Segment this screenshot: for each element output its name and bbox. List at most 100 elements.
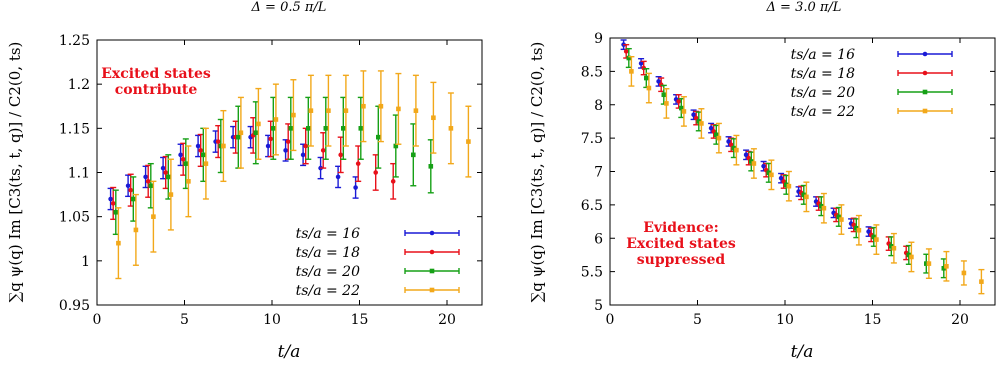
data-point — [396, 106, 401, 112]
x-tick-label: 0 — [93, 312, 102, 328]
data-point — [676, 99, 681, 104]
data-point — [743, 152, 749, 158]
data-point — [644, 75, 649, 81]
panel-left-annotation: Excited states contribute — [101, 66, 211, 98]
data-point — [413, 108, 419, 113]
panel-right-y-ticks: 5 5.5 6 6.5 7 7.5 8 8.5 9 — [581, 31, 995, 314]
annotation-line-3: suppressed — [637, 252, 726, 268]
x-tick-label: 5 — [180, 312, 189, 328]
data-point — [238, 130, 244, 136]
series-3 — [112, 96, 434, 236]
panel-right-legend: ts/a = 16 ts/a = 18 ts/a = 20 ts/a = 22 — [791, 47, 953, 120]
data-point — [163, 170, 168, 175]
data-point — [626, 55, 632, 61]
data-point — [110, 201, 116, 206]
y-tick-label: 7 — [594, 165, 603, 181]
data-point — [749, 159, 754, 164]
y-tick-label: 0.95 — [59, 298, 90, 314]
data-point — [623, 49, 629, 54]
x-tick-label: 10 — [263, 312, 281, 328]
data-point — [195, 143, 201, 149]
data-point — [961, 270, 967, 276]
data-point — [836, 214, 842, 220]
annotation-line-1: Evidence: — [643, 220, 719, 236]
legend-marker — [429, 249, 435, 255]
data-point — [355, 161, 361, 166]
data-point — [629, 69, 634, 74]
data-point — [979, 279, 984, 284]
data-point — [178, 152, 183, 158]
y-tick-label: 1.2 — [68, 77, 90, 93]
data-point — [215, 139, 221, 144]
data-point — [125, 183, 131, 189]
data-point — [731, 145, 737, 151]
legend-label: ts/a = 18 — [296, 245, 360, 261]
panel-right-annotation: Evidence: Excited states suppressed — [626, 220, 736, 268]
legend-label: ts/a = 16 — [791, 47, 855, 63]
annotation-line-2: Excited states — [626, 236, 736, 252]
panel-left-title: Δ = 0.5 π/L — [251, 0, 327, 15]
y-tick-label: 1.05 — [59, 210, 90, 226]
data-point — [306, 126, 311, 131]
annotation-line-1: Excited states — [101, 66, 211, 82]
data-point — [338, 152, 344, 158]
legend-marker — [922, 51, 928, 57]
data-point — [804, 194, 809, 200]
data-point — [378, 103, 384, 109]
y-tick-label: 6 — [594, 231, 603, 247]
data-point — [131, 196, 136, 202]
panel-right: Δ = 3.0 π/L 0 5 10 15 20 55.566.577.588.59 t… — [528, 0, 996, 362]
data-point — [323, 126, 329, 131]
legend-label: ts/a = 16 — [296, 226, 360, 242]
data-point — [866, 229, 871, 234]
panel-right-plot — [620, 39, 985, 295]
data-point — [390, 179, 396, 184]
y-tick-label: 1 — [81, 254, 90, 270]
data-point — [108, 196, 113, 202]
data-point — [638, 61, 644, 66]
data-point — [376, 134, 381, 140]
y-tick-label: 6.5 — [581, 198, 603, 214]
data-point — [361, 103, 366, 109]
data-point — [726, 139, 731, 144]
data-point — [166, 174, 171, 180]
data-point — [291, 112, 296, 118]
panel-left-y-label: ∑q ψ(q) Im [C3(ts, t, q)] / C2(0, ts) — [6, 42, 24, 303]
x-tick-label: 20 — [951, 312, 969, 328]
data-point — [268, 136, 274, 142]
data-point — [679, 105, 684, 111]
data-point — [265, 143, 271, 149]
legend-marker — [922, 89, 928, 95]
data-point — [854, 225, 859, 231]
data-point — [431, 115, 436, 121]
legend-marker — [429, 268, 435, 274]
panel-left: Δ = 0.5 π/L 0 5 10 15 20 0.95 1 1.05 1.1 1.15 1.2… — [6, 0, 483, 362]
data-point — [821, 205, 827, 211]
legend-marker — [429, 287, 435, 293]
data-point — [116, 240, 121, 246]
data-point — [664, 101, 669, 106]
data-point — [273, 117, 279, 122]
data-point — [448, 126, 454, 131]
data-point — [778, 175, 784, 181]
series-1 — [620, 39, 872, 237]
data-point — [256, 121, 261, 127]
data-point — [661, 92, 667, 98]
y-tick-label: 1.1 — [68, 166, 90, 182]
data-point — [145, 179, 151, 184]
data-point — [696, 119, 702, 124]
data-point — [944, 263, 949, 269]
data-point — [839, 217, 844, 222]
x-tick-label: 15 — [864, 312, 882, 328]
data-point — [784, 182, 789, 188]
data-point — [353, 185, 358, 190]
data-point — [300, 152, 306, 158]
panel-right-title: Δ = 3.0 π/L — [766, 0, 842, 15]
panel-right-y-label: ∑q ψ(q) Im [C3(ts, t, q)] / C2(0, ts) — [528, 42, 546, 303]
legend-label: ts/a = 22 — [296, 283, 360, 299]
x-tick-label: 5 — [693, 312, 702, 328]
panel-left-x-label: t/a — [278, 342, 301, 362]
data-point — [320, 148, 326, 153]
data-point — [926, 261, 932, 266]
data-point — [113, 209, 119, 215]
